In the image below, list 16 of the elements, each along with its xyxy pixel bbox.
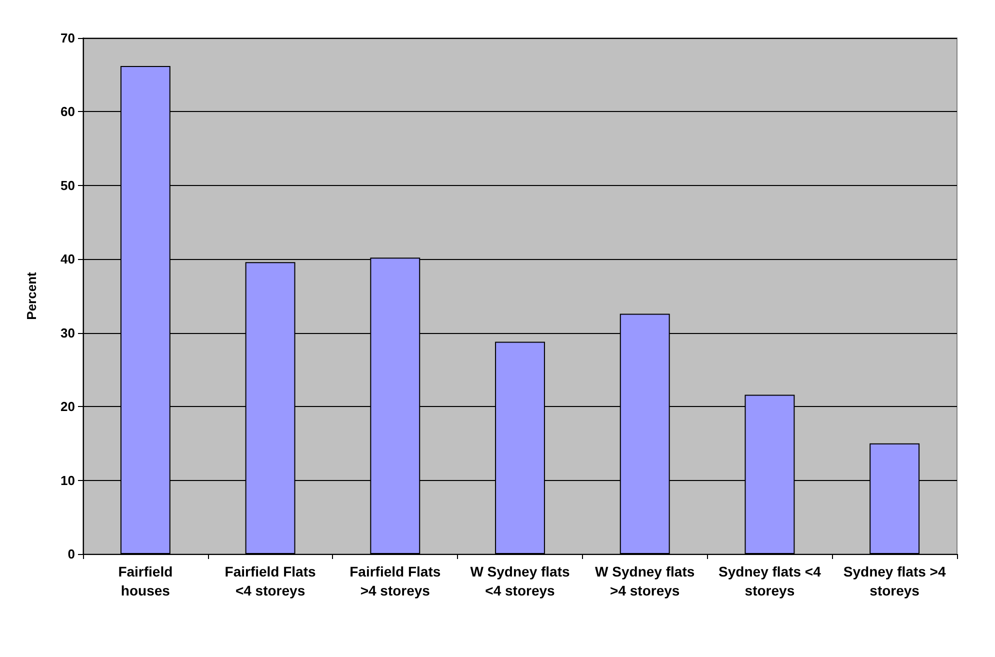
y-tick-label: 30 [60, 325, 75, 340]
y-tick-label: 0 [68, 546, 75, 562]
x-tick-label: W Sydney flats >4 storeys [595, 564, 695, 598]
y-tick-label: 50 [60, 178, 75, 193]
y-tick-label: 10 [60, 472, 75, 488]
x-tick-label: Fairfield houses [118, 564, 173, 598]
y-tick-label: 20 [60, 399, 75, 414]
x-tick-label: Fairfield Flats <4 storeys [224, 564, 316, 598]
x-tick-label: Fairfield Flats >4 storeys [350, 564, 441, 598]
y-tick-label: 70 [60, 30, 75, 46]
x-tick-label: Sydney flats >4 storeys [843, 564, 946, 598]
x-tick-label: W Sydney flats <4 storeys [470, 564, 570, 598]
x-tick-label: Sydney flats <4 storeys [718, 564, 822, 598]
y-tick-label: 60 [60, 104, 75, 120]
y-tick-label: 40 [60, 252, 75, 267]
y-axis-title: Percent [24, 271, 39, 320]
